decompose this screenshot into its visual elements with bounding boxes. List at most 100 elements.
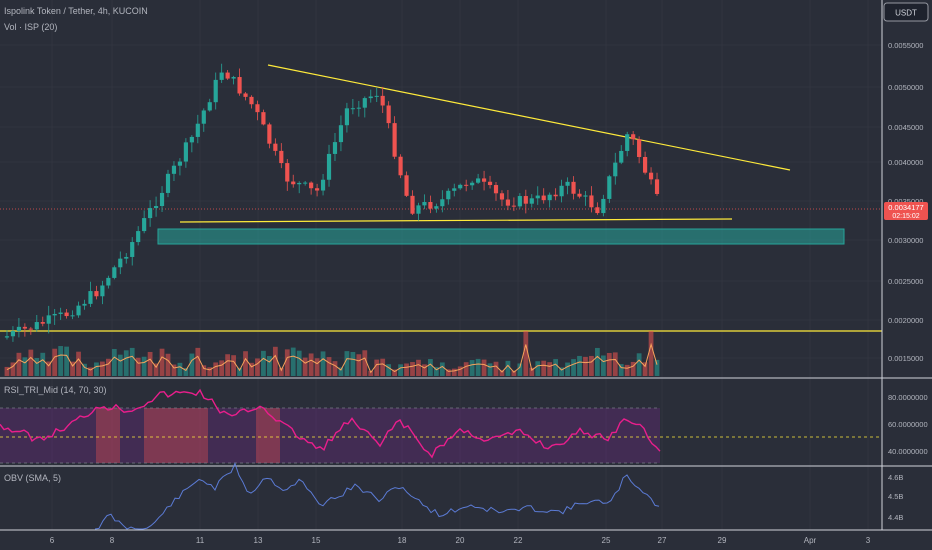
candle-body xyxy=(344,108,349,126)
volume-bar xyxy=(189,353,195,376)
price-axis[interactable]: 0.0055000 0.0050000 0.0045000 0.0040000 0.00… xyxy=(888,41,923,363)
volume-bar xyxy=(356,354,362,376)
volume-bar xyxy=(618,364,624,376)
candle-body xyxy=(553,194,558,197)
volume-bar xyxy=(577,355,582,376)
obv-axis: 4.6B 4.5B 4.4B xyxy=(888,473,903,522)
time-tick: 6 xyxy=(50,536,55,545)
volume-bar xyxy=(290,347,296,376)
volume-bar xyxy=(165,353,171,376)
volume-bar xyxy=(368,370,374,376)
volume-bar xyxy=(654,359,660,376)
volume-bar xyxy=(541,360,547,376)
volume-bar xyxy=(52,348,58,376)
volume-bar xyxy=(10,362,16,376)
candle-body xyxy=(440,199,445,207)
rsi-legend: RSI_TRI_Mid (14, 70, 30) xyxy=(4,385,107,395)
candle-body xyxy=(100,285,105,297)
candle-body xyxy=(309,182,314,189)
candle-body xyxy=(273,143,278,151)
support-zone[interactable] xyxy=(157,228,845,245)
candle-body xyxy=(434,206,439,209)
volume-bar xyxy=(374,359,380,376)
obv-tick: 4.6B xyxy=(888,473,903,482)
volume-bar xyxy=(16,352,22,376)
volume-bar xyxy=(320,351,326,376)
candle-body xyxy=(76,305,81,316)
price-tick: 0.0030000 xyxy=(888,236,923,245)
candle-body xyxy=(243,93,248,97)
candle-body xyxy=(392,123,397,157)
volume-bar xyxy=(183,367,189,376)
volume-bar xyxy=(344,351,350,376)
volume-bar xyxy=(243,351,248,376)
time-tick: 3 xyxy=(866,536,871,545)
candle-body xyxy=(654,179,660,194)
volume-bar xyxy=(272,346,278,376)
volume-bar xyxy=(213,362,219,376)
volume-bar xyxy=(70,361,75,376)
countdown-label: 02:15:02 xyxy=(892,213,919,220)
candle-body xyxy=(189,136,194,143)
candle-body xyxy=(565,181,570,186)
candle-body xyxy=(28,328,33,330)
volume-bar xyxy=(225,354,231,376)
volume-bar xyxy=(296,350,302,376)
rsi-tick: 40.0000000 xyxy=(888,447,928,456)
candle-body xyxy=(398,156,403,176)
volume-bar xyxy=(648,331,654,376)
candle-body xyxy=(631,134,636,140)
volume-bar xyxy=(523,331,529,376)
currency-button[interactable]: USDT xyxy=(883,2,929,22)
candle-body xyxy=(368,96,373,99)
volume-bar xyxy=(302,357,308,376)
volume-bar xyxy=(34,357,40,376)
volume-bar xyxy=(147,351,153,376)
volume-bar xyxy=(428,359,433,376)
time-axis[interactable]: 6 8 11 13 15 18 20 22 25 27 29 Apr 3 xyxy=(50,536,871,545)
base-trendline[interactable] xyxy=(179,218,733,223)
rsi-axis: 80.0000000 60.0000000 40.0000000 xyxy=(888,393,928,456)
candle-body xyxy=(547,194,552,201)
volume-bar xyxy=(207,367,213,376)
volume-bar xyxy=(565,362,570,376)
candle-body xyxy=(404,175,409,196)
candle-body xyxy=(505,199,511,206)
candle-body xyxy=(261,112,266,125)
time-tick: 25 xyxy=(602,536,611,545)
candle-body xyxy=(225,72,230,79)
volume-bar xyxy=(278,367,284,376)
candle-body xyxy=(315,188,320,191)
volume-bar xyxy=(630,361,636,376)
volume-bar xyxy=(117,354,123,376)
candle-body xyxy=(130,242,135,257)
volume-bar xyxy=(105,358,111,376)
volume-bar xyxy=(22,357,28,376)
volume-bar xyxy=(487,363,493,376)
candle-body xyxy=(70,315,75,317)
descending-trendline[interactable] xyxy=(267,64,791,171)
volume-bar xyxy=(499,370,505,376)
candle-body xyxy=(52,313,57,316)
volume-bar xyxy=(416,359,421,376)
volume-bar xyxy=(153,363,159,376)
volume-bar xyxy=(463,362,469,376)
volume-bar xyxy=(457,366,463,376)
volume-bar xyxy=(76,351,81,376)
volume-bar xyxy=(111,348,117,376)
candle-body xyxy=(142,218,147,232)
volume-legend: Vol · ISP (20) xyxy=(4,22,57,32)
volume-bar xyxy=(445,369,451,376)
candle-body xyxy=(177,161,183,166)
volume-bar xyxy=(410,362,415,376)
volume-bar xyxy=(624,364,630,376)
candle-body xyxy=(201,110,206,124)
volume-bar xyxy=(553,359,559,376)
volume-bar xyxy=(594,347,600,376)
rsi-overbought-zone xyxy=(96,408,120,463)
candle-body xyxy=(64,312,69,317)
volume-bar xyxy=(642,362,648,376)
price-tick: 0.0025000 xyxy=(888,277,923,286)
